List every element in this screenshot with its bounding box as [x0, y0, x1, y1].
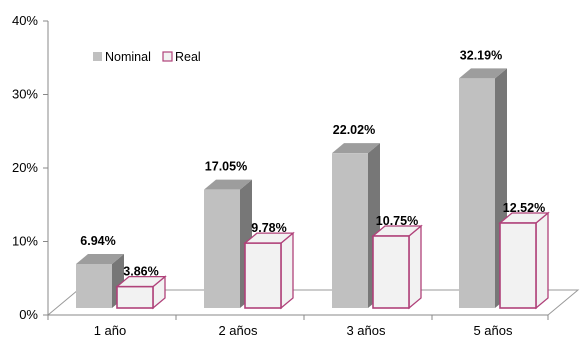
bar-real [115, 275, 167, 310]
data-label-real: 3.86% [123, 265, 158, 279]
axes [43, 20, 580, 320]
bar-real [498, 211, 550, 310]
data-label-nominal: 6.94% [80, 234, 115, 248]
data-label-nominal: 17.05% [205, 160, 247, 174]
bar-side [408, 224, 422, 310]
y-tick-label: 30% [12, 87, 38, 102]
y-tick-label: 10% [12, 234, 38, 249]
y-tick-label: 0% [19, 307, 38, 322]
bar-front [499, 222, 537, 309]
legend-label-nominal: Nominal [105, 50, 151, 64]
data-label-real: 12.52% [503, 201, 545, 215]
bar-top [332, 143, 380, 154]
legend-label-real: Real [175, 50, 201, 64]
x-tick-label: 1 año [94, 323, 127, 338]
bar-front [459, 78, 495, 308]
bar-top [76, 253, 124, 264]
bar-real [243, 231, 295, 310]
bar-front [372, 235, 410, 309]
y-tick-label: 40% [12, 13, 38, 28]
x-tick-label: 2 años [218, 323, 258, 338]
bar-top [204, 179, 252, 190]
bar-real [371, 224, 423, 310]
x-tick-label: 3 años [346, 323, 386, 338]
y-tick-labels: 0% 10% 20% 30% 40% [12, 13, 38, 322]
bars [76, 68, 550, 310]
legend-swatch-nominal [93, 52, 102, 61]
x-tick-labels: 1 año 2 años 3 años 5 años [94, 323, 513, 338]
x-tick-label: 5 años [473, 323, 513, 338]
data-label-nominal: 22.02% [333, 123, 375, 137]
data-label-nominal: 32.19% [460, 48, 502, 62]
data-label-real: 10.75% [376, 214, 418, 228]
legend-swatch-real [162, 51, 173, 62]
bar-front [204, 189, 240, 308]
bar-front [76, 263, 112, 308]
bar-top [459, 68, 507, 79]
bar-front [244, 242, 282, 309]
bar-front [332, 153, 368, 308]
bar-side [280, 231, 294, 310]
data-label-real: 9.78% [251, 221, 286, 235]
bar-front [116, 285, 154, 309]
bar-side [535, 211, 549, 310]
data-labels: 6.94% 3.86% 17.05% 9.78% 22.02% 10.75% 32.19% 1… [80, 48, 545, 278]
y-tick-label: 20% [12, 160, 38, 175]
legend: Nominal Real [93, 50, 201, 64]
bar-nominal [459, 68, 507, 308]
